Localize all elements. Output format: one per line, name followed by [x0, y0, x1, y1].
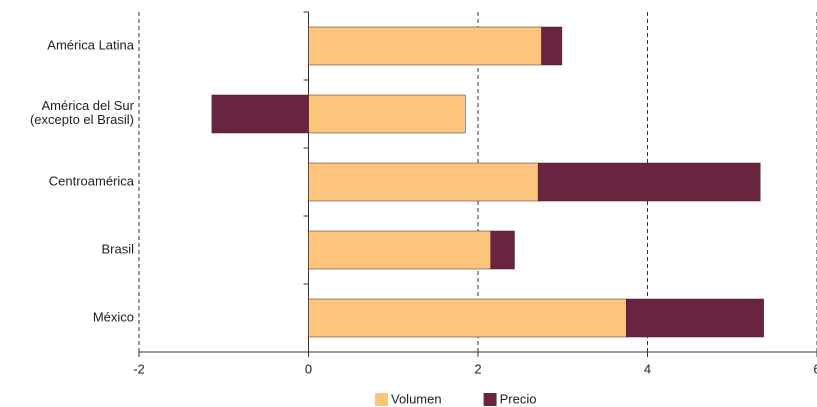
y-tick-label: América del Sur (excepto el Brasil) [30, 98, 135, 127]
x-tick-label: -2 [133, 361, 145, 376]
legend-label: Volumen [391, 391, 442, 406]
x-tick-label: 6 [813, 361, 817, 376]
x-tick-label: 4 [644, 361, 651, 376]
legend-swatch [375, 393, 388, 406]
x-tick-label: 0 [305, 361, 312, 376]
bar [308, 94, 466, 134]
bar [537, 162, 761, 202]
y-tick-label: Brasil [101, 241, 134, 256]
x-tick-label: 2 [474, 361, 481, 376]
bar [211, 94, 309, 134]
bar [308, 26, 542, 66]
legend-label: Precio [500, 391, 537, 406]
bar [308, 298, 627, 338]
bar [490, 230, 515, 270]
y-tick-label: América Latina [47, 37, 134, 52]
legend-swatch [483, 393, 497, 406]
y-tick-label: México [93, 309, 134, 324]
y-tick-label: Centroamérica [49, 173, 135, 188]
bar [308, 162, 539, 202]
bar [541, 26, 563, 66]
bar [308, 230, 491, 270]
bar [626, 298, 764, 338]
